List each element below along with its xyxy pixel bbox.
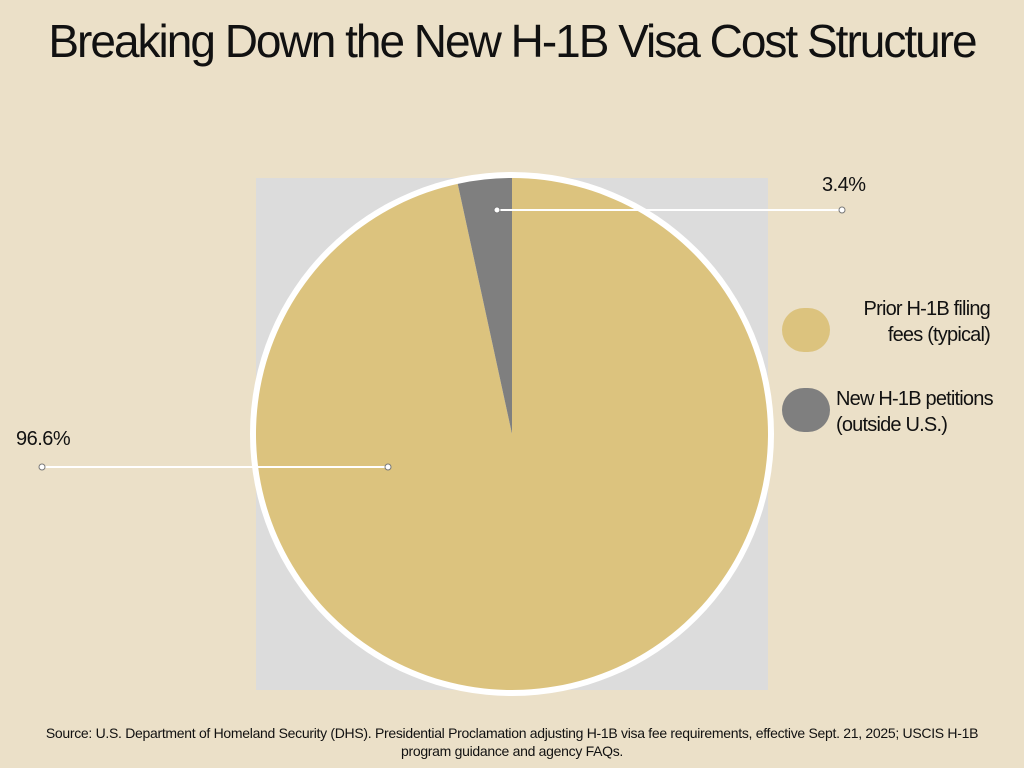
pie-slice <box>457 178 512 434</box>
source-note: Source: U.S. Department of Homeland Secu… <box>45 725 979 759</box>
leader-dot <box>493 206 501 214</box>
legend-swatch <box>782 388 830 432</box>
pie-slice <box>256 178 769 690</box>
data-label: 3.4% <box>822 174 866 196</box>
legend-swatch <box>782 308 830 352</box>
legend-label: Prior H-1B filing fees (typical) <box>863 298 991 346</box>
leader-dot <box>384 463 392 471</box>
leader-dot <box>838 206 846 214</box>
chart-title: Breaking Down the New H-1B Visa Cost Str… <box>48 15 977 67</box>
legend-label: New H-1B petitions (outside U.S.) <box>836 388 994 436</box>
data-label: 96.6% <box>16 428 71 450</box>
leader-dot <box>38 463 46 471</box>
